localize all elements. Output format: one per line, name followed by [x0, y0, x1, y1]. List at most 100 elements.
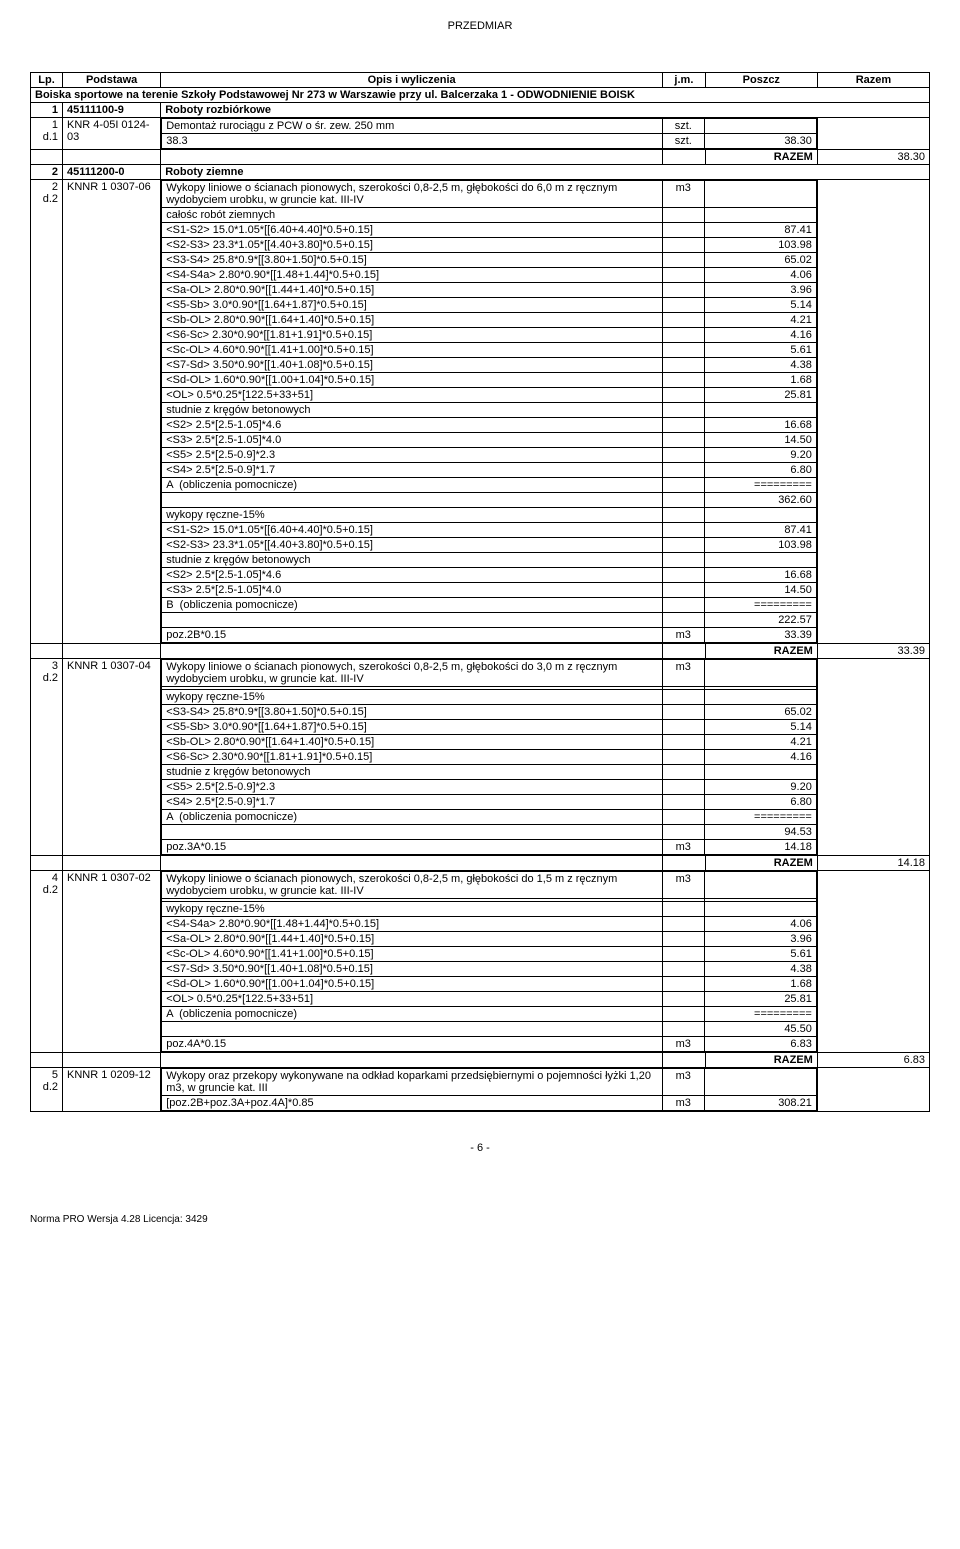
calc-text: <S1-S2> 15.0*1.05*[[6.40+4.40]*0.5+0.15]: [162, 223, 662, 238]
razem-value: 6.83: [817, 1053, 929, 1068]
item-lp: 1d.1: [31, 118, 63, 150]
calc-text: studnie z kręgów betonowych: [162, 403, 662, 418]
calc-text: <S4-S4a> 2.80*0.90*[[1.48+1.44]*0.5+0.15…: [162, 917, 662, 932]
item-row: 4d.2KNNR 1 0307-02Wykopy liniowe o ścian…: [31, 871, 930, 1053]
razem-label: RAZEM: [705, 1053, 817, 1068]
calc-jm: [662, 313, 705, 328]
calc-jm: [662, 977, 705, 992]
calc-val: 4.06: [705, 917, 817, 932]
calc-val: 1.68: [705, 977, 817, 992]
calc-jm: [662, 223, 705, 238]
calc-text: <S3-S4> 25.8*0.9*[[3.80+1.50]*0.5+0.15]: [162, 253, 662, 268]
calc-jm: [662, 508, 705, 523]
calc-text: wykopy ręczne-15%: [162, 508, 662, 523]
item-code: KNNR 1 0307-04: [63, 659, 161, 856]
item-detail-wrap: Wykopy liniowe o ścianach pionowych, sze…: [161, 180, 818, 644]
calc-text: 38.3: [162, 134, 662, 149]
calc-val: 5.14: [705, 720, 817, 735]
calc-val: 4.06: [705, 268, 817, 283]
col-poszcz: Poszcz: [705, 73, 817, 88]
calc-val: 4.16: [705, 328, 817, 343]
calc-val: 25.81: [705, 388, 817, 403]
item-lp: 2d.2: [31, 180, 63, 644]
calc-val: 6.83: [705, 1037, 817, 1052]
item-code: KNNR 1 0307-02: [63, 871, 161, 1053]
calc-text: [162, 613, 662, 628]
calc-val: 103.98: [705, 538, 817, 553]
calc-jm: [662, 735, 705, 750]
calc-val: 14.18: [705, 840, 817, 855]
calc-val: 4.21: [705, 735, 817, 750]
calc-text: <S5-Sb> 3.0*0.90*[[1.64+1.87]*0.5+0.15]: [162, 720, 662, 735]
calc-val: [705, 765, 817, 780]
section-lp: 1: [31, 103, 63, 118]
calc-jm: [662, 932, 705, 947]
razem-value: 33.39: [817, 644, 929, 659]
calc-jm: [662, 253, 705, 268]
calc-val: 4.16: [705, 750, 817, 765]
item-desc: Demontaż rurociągu z PCW o śr. zew. 250 …: [162, 119, 662, 134]
calc-text: <Sa-OL> 2.80*0.90*[[1.44+1.40]*0.5+0.15]: [162, 283, 662, 298]
item-razem-empty: [817, 180, 929, 644]
item-desc: Wykopy liniowe o ścianach pionowych, sze…: [162, 660, 662, 687]
calc-val: 65.02: [705, 253, 817, 268]
calc-text: A (obliczenia pomocnicze): [162, 478, 662, 493]
razem-row: RAZEM33.39: [31, 644, 930, 659]
calc-text: wykopy ręczne-15%: [162, 690, 662, 705]
calc-jm: [662, 690, 705, 705]
calc-val: 9.20: [705, 448, 817, 463]
calc-text: <S2-S3> 23.3*1.05*[[4.40+3.80]*0.5+0.15]: [162, 538, 662, 553]
calc-jm: [662, 902, 705, 917]
razem-label: RAZEM: [705, 644, 817, 659]
calc-val: [705, 553, 817, 568]
razem-label: RAZEM: [705, 856, 817, 871]
section-row: 245111200-0Roboty ziemne: [31, 165, 930, 180]
calc-val: 16.68: [705, 568, 817, 583]
item-desc: Wykopy oraz przekopy wykonywane na odkła…: [162, 1069, 662, 1096]
calc-val: 94.53: [705, 825, 817, 840]
calc-val: 33.39: [705, 628, 817, 643]
section-row: 145111100-9Roboty rozbiórkowe: [31, 103, 930, 118]
calc-jm: m3: [662, 1096, 705, 1111]
calc-val: 1.68: [705, 373, 817, 388]
calc-val: 14.50: [705, 583, 817, 598]
calc-text: [162, 493, 662, 508]
calc-jm: [662, 705, 705, 720]
calc-text: <OL> 0.5*0.25*[122.5+33+51]: [162, 992, 662, 1007]
calc-val: 222.57: [705, 613, 817, 628]
item-row: 2d.2KNNR 1 0307-06Wykopy liniowe o ścian…: [31, 180, 930, 644]
calc-text: <S6-Sc> 2.30*0.90*[[1.81+1.91]*0.5+0.15]: [162, 750, 662, 765]
calc-jm: [662, 373, 705, 388]
section-title: Roboty rozbiórkowe: [161, 103, 930, 118]
razem-row: RAZEM6.83: [31, 1053, 930, 1068]
calc-jm: szt.: [662, 134, 705, 149]
calc-text: <S1-S2> 15.0*1.05*[[6.40+4.40]*0.5+0.15]: [162, 523, 662, 538]
doc-footer: Norma PRO Wersja 4.28 Licencja: 3429: [30, 1214, 930, 1225]
calc-val: =========: [705, 478, 817, 493]
calc-val: 38.30: [705, 134, 817, 149]
calc-text: [162, 825, 662, 840]
item-razem-empty: [817, 659, 929, 856]
calc-val: =========: [705, 1007, 817, 1022]
col-opis: Opis i wyliczenia: [161, 73, 663, 88]
calc-val: [705, 403, 817, 418]
calc-val: 5.14: [705, 298, 817, 313]
calc-val: 16.68: [705, 418, 817, 433]
razem-value: 38.30: [817, 150, 929, 165]
calc-val: 87.41: [705, 523, 817, 538]
calc-val: 14.50: [705, 433, 817, 448]
item-lp: 4d.2: [31, 871, 63, 1053]
calc-jm: [662, 268, 705, 283]
calc-val: 87.41: [705, 223, 817, 238]
calc-val: 4.38: [705, 962, 817, 977]
main-table: Lp. Podstawa Opis i wyliczenia j.m. Posz…: [30, 72, 930, 1112]
section-lp: 2: [31, 165, 63, 180]
item-razem-empty: [817, 871, 929, 1053]
calc-val: =========: [705, 598, 817, 613]
calc-val: 5.61: [705, 947, 817, 962]
calc-val: 4.21: [705, 313, 817, 328]
calc-text: <S5-Sb> 3.0*0.90*[[1.64+1.87]*0.5+0.15]: [162, 298, 662, 313]
item-jm: m3: [662, 660, 705, 687]
calc-text: <S2-S3> 23.3*1.05*[[4.40+3.80]*0.5+0.15]: [162, 238, 662, 253]
calc-text: <S2> 2.5*[2.5-1.05]*4.6: [162, 418, 662, 433]
